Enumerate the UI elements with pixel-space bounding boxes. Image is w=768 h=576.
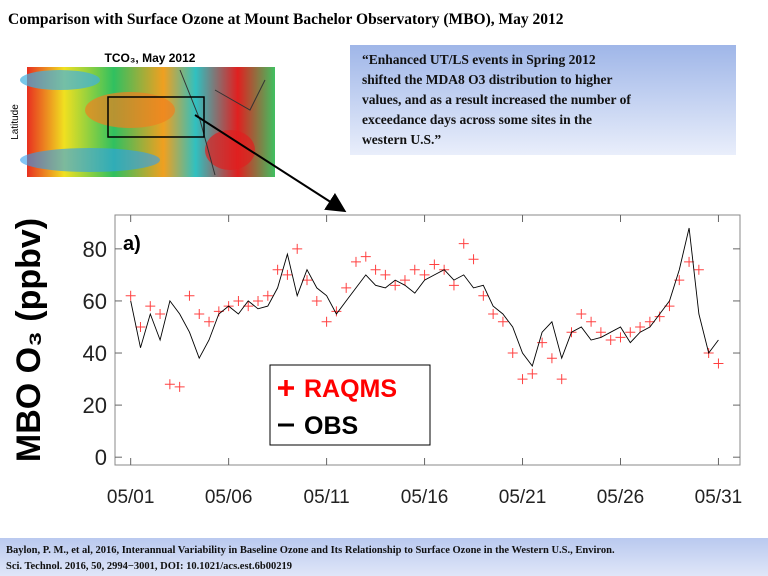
- raqms-marker: [635, 321, 646, 332]
- raqms-marker: [360, 251, 371, 262]
- raqms-marker: [321, 316, 332, 327]
- map: TCO₃, May 2012 Latitude: [10, 51, 275, 177]
- raqms-marker: [605, 335, 616, 345]
- footer-band: [0, 538, 768, 576]
- map-feature: [205, 130, 255, 170]
- obs-line: [130, 227, 719, 367]
- chart: 0 20 40 60 80 05/01 05/06 05/11 05/16 05/21 05/26 0…: [10, 214, 743, 508]
- raqms-marker: [253, 295, 264, 306]
- legend-symbol: [278, 380, 294, 396]
- raqms-marker: [615, 332, 626, 343]
- map-feature: [20, 148, 160, 172]
- coastline: [179, 69, 266, 176]
- raqms-marker: [380, 269, 391, 280]
- raqms-marker: [586, 316, 597, 327]
- y-tick-label: 40: [83, 341, 107, 366]
- slide-title: Comparison with Surface Ozone at Mount B…: [8, 11, 564, 28]
- legend: RAQMS OBS: [269, 364, 431, 446]
- raqms-marker: [409, 264, 420, 275]
- raqms-marker: [272, 264, 283, 275]
- quote-line: values, and as a result increased the nu…: [362, 92, 631, 107]
- legend-label: OBS: [304, 412, 358, 440]
- legend-box: [269, 364, 431, 446]
- citation-line: Baylon, P. M., et al, 2016, Interannual …: [6, 545, 615, 556]
- quote-line: “Enhanced UT/LS events in Spring 2012: [362, 52, 596, 67]
- quote-line: exceedance days across some sites in the: [362, 112, 592, 127]
- raqms-marker: [458, 238, 469, 249]
- raqms-marker: [488, 308, 499, 319]
- raqms-marker: [262, 290, 273, 301]
- map-title: TCO₃, May 2012: [105, 51, 196, 65]
- raqms-marker: [644, 316, 655, 327]
- map-y-label: Latitude: [10, 104, 21, 140]
- y-tick-label: 60: [83, 289, 107, 314]
- quote-line: shifted the MDA8 O3 distribution to high…: [362, 72, 613, 87]
- x-tick-label: 05/21: [499, 487, 547, 508]
- citation-line: Sci. Technol. 2016, 50, 2994−3001, DOI: …: [6, 561, 292, 572]
- raqms-marker: [302, 275, 313, 286]
- raqms-marker: [684, 256, 695, 267]
- x-tick-label: 05/11: [304, 487, 350, 508]
- raqms-marker: [556, 374, 567, 385]
- raqms-marker: [145, 301, 156, 312]
- legend-label: RAQMS: [304, 375, 397, 403]
- raqms-marker: [693, 264, 704, 275]
- raqms-marker: [419, 269, 430, 280]
- raqms-marker: [125, 290, 136, 301]
- raqms-marker: [341, 282, 352, 293]
- x-tick-label: 05/26: [597, 487, 645, 508]
- x-tick-label: 05/31: [695, 487, 743, 508]
- raqms-marker: [233, 295, 244, 306]
- raqms-marker: [390, 280, 401, 291]
- raqms-marker: [292, 243, 303, 254]
- raqms-marker: [576, 308, 587, 319]
- raqms-marker: [194, 308, 205, 319]
- raqms-marker: [243, 301, 254, 312]
- raqms-marker: [164, 379, 175, 390]
- raqms-marker: [311, 295, 322, 306]
- region-box: [107, 96, 205, 138]
- panel-label: a): [123, 233, 141, 255]
- quote-box: [350, 45, 736, 155]
- y-tick-label: 0: [95, 445, 107, 470]
- raqms-marker: [399, 275, 410, 286]
- raqms-marker: [282, 269, 293, 280]
- raqms-marker: [135, 321, 146, 332]
- raqms-marker: [546, 353, 557, 364]
- map-feature: [20, 70, 100, 90]
- raqms-marker: [429, 259, 440, 270]
- raqms-marker: [370, 264, 381, 275]
- quote-line: western U.S.”: [362, 132, 441, 147]
- raqms-marker: [713, 358, 724, 369]
- raqms-marker: [654, 311, 665, 322]
- y-axis-label: MBO O₃ (ppbv): [10, 218, 48, 462]
- raqms-marker: [350, 256, 361, 267]
- raqms-marker: [527, 368, 538, 379]
- y-tick-label: 80: [83, 237, 107, 262]
- raqms-marker: [184, 290, 195, 301]
- y-tick-label: 20: [83, 393, 107, 418]
- raqms-marker: [595, 327, 606, 338]
- x-tick-label: 05/06: [205, 487, 253, 508]
- footer: Baylon, P. M., et al, 2016, Interannual …: [6, 545, 615, 572]
- raqms-marker: [497, 316, 508, 327]
- arrow: [194, 114, 347, 213]
- raqms-marker: [155, 308, 166, 319]
- raqms-marker: [448, 280, 459, 291]
- x-tick-label: 05/16: [401, 487, 449, 508]
- raqms-marker: [478, 290, 489, 301]
- raqms-marker: [468, 254, 479, 265]
- raqms-marker: [204, 316, 215, 327]
- quote: “Enhanced UT/LS events in Spring 2012 shi…: [362, 52, 631, 147]
- x-tick-label: 05/01: [107, 487, 155, 508]
- raqms-marker: [625, 327, 636, 338]
- raqms-marker: [517, 374, 528, 385]
- raqms-marker: [507, 348, 518, 359]
- raqms-marker: [174, 381, 185, 392]
